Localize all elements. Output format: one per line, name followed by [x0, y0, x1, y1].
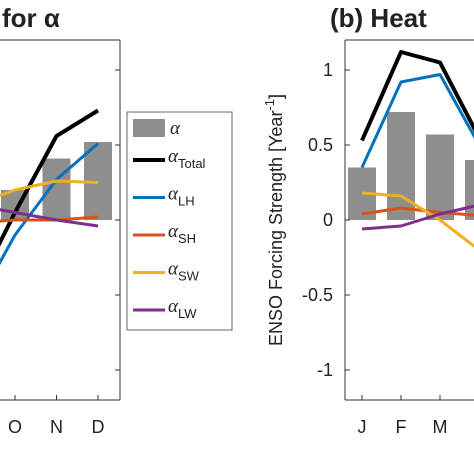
- legend-subscript: LH: [178, 194, 195, 209]
- legend-subscript: SW: [178, 269, 200, 284]
- chart-title: for α: [2, 3, 60, 33]
- x-tick-label: F: [396, 417, 407, 437]
- x-tick-label: J: [358, 417, 367, 437]
- legend-subscript: Total: [178, 156, 206, 171]
- bar: [426, 134, 454, 220]
- y-label-main: ENSO Forcing Strength [Year: [266, 111, 286, 346]
- legend-name: α: [168, 146, 179, 167]
- line-series: [360, 73, 474, 169]
- legend-name: α: [168, 296, 179, 317]
- plot-area: [0, 108, 112, 266]
- legend-label: α: [170, 118, 181, 139]
- line-series: [361, 206, 474, 217]
- y-tick-label: 0: [323, 210, 333, 230]
- x-tick-label: M: [433, 417, 448, 437]
- y-tick-label: 1: [323, 60, 333, 80]
- line-series: [0, 108, 100, 247]
- x-tick-label: O: [8, 417, 22, 437]
- legend-subscript: SH: [178, 231, 196, 246]
- legend-name: α: [168, 259, 179, 280]
- line-series: [361, 191, 474, 249]
- legend-name: α: [168, 221, 179, 242]
- chart-title: (b) Heat: [330, 3, 427, 33]
- y-tick-label: 0.5: [308, 135, 333, 155]
- bar: [387, 112, 415, 220]
- y-label-end: ]: [266, 94, 286, 99]
- line-series: [0, 215, 99, 223]
- x-tick-label: N: [50, 417, 63, 437]
- line-series: [0, 142, 99, 266]
- legend-label: αLH: [168, 184, 195, 209]
- legend-label: αSH: [168, 221, 196, 246]
- line-series: [0, 179, 99, 198]
- legend-subscript: LW: [178, 306, 197, 321]
- x-tick-label: D: [92, 417, 105, 437]
- legend-label: αLW: [168, 296, 197, 321]
- line-series: [360, 50, 474, 142]
- y-axis-label: ENSO Forcing Strength [Year-1]: [262, 94, 286, 346]
- y-label-sup: -1: [262, 99, 277, 111]
- legend-swatch: [133, 119, 165, 137]
- y-tick-label: -0.5: [302, 285, 333, 305]
- line-series: [361, 204, 474, 231]
- line-series: [0, 208, 99, 228]
- bar: [42, 158, 71, 220]
- legend-label: αTotal: [168, 146, 206, 171]
- legend-box: [126, 111, 233, 331]
- legend-name: α: [168, 184, 179, 205]
- y-tick-label: -1: [317, 360, 333, 380]
- bar: [465, 160, 474, 220]
- legend-label: αSW: [168, 259, 200, 284]
- plot-area: [348, 50, 474, 249]
